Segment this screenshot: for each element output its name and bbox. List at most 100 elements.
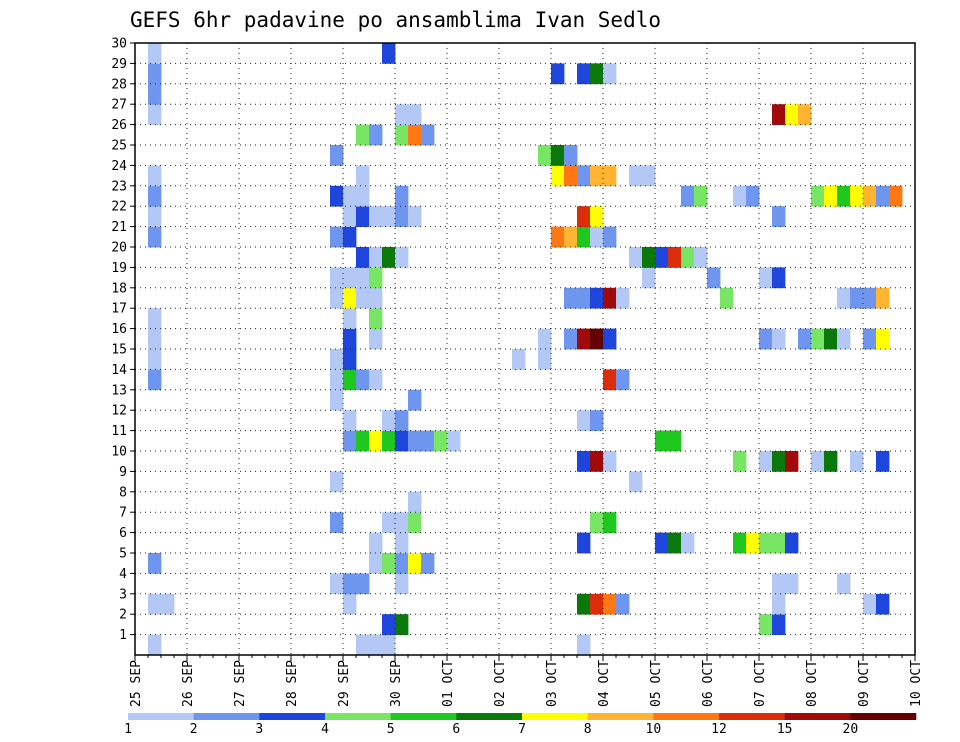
cell-member-0-step-19 <box>382 634 396 656</box>
x-tick-label: 03 OCT <box>545 660 560 707</box>
cell-member-0-step-34 <box>577 634 591 656</box>
cell-member-11-step-19 <box>382 410 396 431</box>
cell-member-12-step-15 <box>330 389 344 411</box>
cell-member-3-step-15 <box>330 573 344 595</box>
cell-member-17-step-54 <box>837 287 851 309</box>
x-tick-label: 10 OCT <box>909 660 924 707</box>
cell-member-6-step-20 <box>395 512 409 533</box>
x-tick-label: 04 OCT <box>597 660 612 707</box>
cell-member-23-step-34 <box>577 165 591 187</box>
cell-member-2-step-16 <box>343 593 357 615</box>
colorbar-label: 10 <box>646 722 662 737</box>
cell-member-22-step-52 <box>811 185 825 207</box>
x-tick-label: 25 SEP <box>129 660 144 707</box>
cell-member-17-step-34 <box>577 287 591 309</box>
cell-member-15-step-53 <box>824 328 838 350</box>
cell-member-13-step-1 <box>148 369 162 391</box>
y-tick-label: 3 <box>119 587 127 602</box>
cell-member-18-step-18 <box>369 267 383 289</box>
cell-member-24-step-15 <box>330 145 344 166</box>
y-tick-label: 30 <box>111 37 127 52</box>
cell-member-8-step-38 <box>629 471 643 493</box>
cell-member-23-step-35 <box>590 165 604 187</box>
cell-member-21-step-35 <box>590 206 604 227</box>
cell-member-10-step-18 <box>369 430 383 452</box>
colorbar-swatch <box>325 713 391 720</box>
cell-member-18-step-16 <box>343 267 357 289</box>
cell-member-9-step-34 <box>577 451 591 472</box>
x-tick-label: 02 OCT <box>493 660 508 707</box>
cell-member-29-step-1 <box>148 43 162 64</box>
cell-member-2-step-49 <box>772 593 786 615</box>
y-tick-label: 2 <box>119 608 127 623</box>
cell-member-27-step-1 <box>148 83 162 105</box>
cell-member-22-step-57 <box>876 185 890 207</box>
cell-member-22-step-55 <box>850 185 864 207</box>
cell-member-19-step-39 <box>642 247 656 268</box>
cell-member-18-step-44 <box>707 267 721 289</box>
cell-member-18-step-15 <box>330 267 344 289</box>
cell-member-4-step-21 <box>408 553 422 574</box>
cell-member-5-step-42 <box>681 532 695 554</box>
cell-member-25-step-18 <box>369 124 383 146</box>
cell-member-15-step-36 <box>603 328 617 350</box>
cell-member-3-step-50 <box>785 573 799 595</box>
cell-member-19-step-17 <box>356 247 370 268</box>
cell-member-10-step-19 <box>382 430 396 452</box>
cell-member-7-step-21 <box>408 491 422 513</box>
cell-member-15-step-56 <box>863 328 877 350</box>
cell-member-19-step-20 <box>395 247 409 268</box>
cell-member-23-step-32 <box>551 165 565 187</box>
cell-member-21-step-17 <box>356 206 370 227</box>
cell-member-16-step-18 <box>369 308 383 329</box>
cell-member-17-step-36 <box>603 287 617 309</box>
cell-member-2-step-57 <box>876 593 890 615</box>
x-tick-label: 26 SEP <box>181 660 196 707</box>
cell-member-23-step-17 <box>356 165 370 187</box>
y-tick-label: 4 <box>119 567 127 582</box>
x-tick-label: 28 SEP <box>285 660 300 707</box>
cell-member-6-step-21 <box>408 512 422 533</box>
colorbar-swatch <box>522 713 588 720</box>
cell-member-5-step-34 <box>577 532 591 554</box>
cell-member-4-step-19 <box>382 553 396 574</box>
cell-member-5-step-47 <box>746 532 760 554</box>
cell-member-17-step-57 <box>876 287 890 309</box>
cell-member-9-step-36 <box>603 451 617 472</box>
cell-member-15-step-48 <box>759 328 773 350</box>
colorbar-swatch <box>784 713 851 720</box>
cell-member-5-step-50 <box>785 532 799 554</box>
cell-member-10-step-22 <box>421 430 435 452</box>
x-tick-label: 06 OCT <box>701 660 716 707</box>
x-tick-label: 09 OCT <box>857 660 872 707</box>
cell-member-14-step-29 <box>512 349 526 370</box>
cell-member-23-step-33 <box>564 165 578 187</box>
cell-member-28-step-35 <box>590 63 604 85</box>
cell-member-0-step-17 <box>356 634 370 656</box>
x-tick-label: 30 SEP <box>389 660 404 707</box>
y-tick-label: 27 <box>111 98 127 113</box>
y-tick-label: 10 <box>111 445 127 460</box>
cell-member-21-step-20 <box>395 206 409 227</box>
cell-member-26-step-50 <box>785 104 799 125</box>
cell-member-18-step-48 <box>759 267 773 289</box>
colorbar-swatch <box>850 713 917 720</box>
cell-member-22-step-17 <box>356 185 370 207</box>
cell-member-15-step-54 <box>837 328 851 350</box>
cell-member-15-step-51 <box>798 328 812 350</box>
cell-member-9-step-57 <box>876 451 890 472</box>
y-tick-label: 9 <box>119 465 127 480</box>
colorbar-label: 2 <box>190 722 198 737</box>
cell-member-3-step-54 <box>837 573 851 595</box>
plot-frame <box>134 42 916 656</box>
y-tick-label: 20 <box>111 241 127 256</box>
x-tick-label: 07 OCT <box>753 660 768 707</box>
cell-member-15-step-57 <box>876 328 890 350</box>
cell-member-15-step-18 <box>369 328 383 350</box>
cell-member-17-step-15 <box>330 287 344 309</box>
cell-member-2-step-35 <box>590 593 604 615</box>
cell-member-26-step-21 <box>408 104 422 125</box>
y-tick-label: 7 <box>119 506 127 521</box>
cell-member-20-step-33 <box>564 226 578 248</box>
y-tick-label: 16 <box>111 322 127 337</box>
